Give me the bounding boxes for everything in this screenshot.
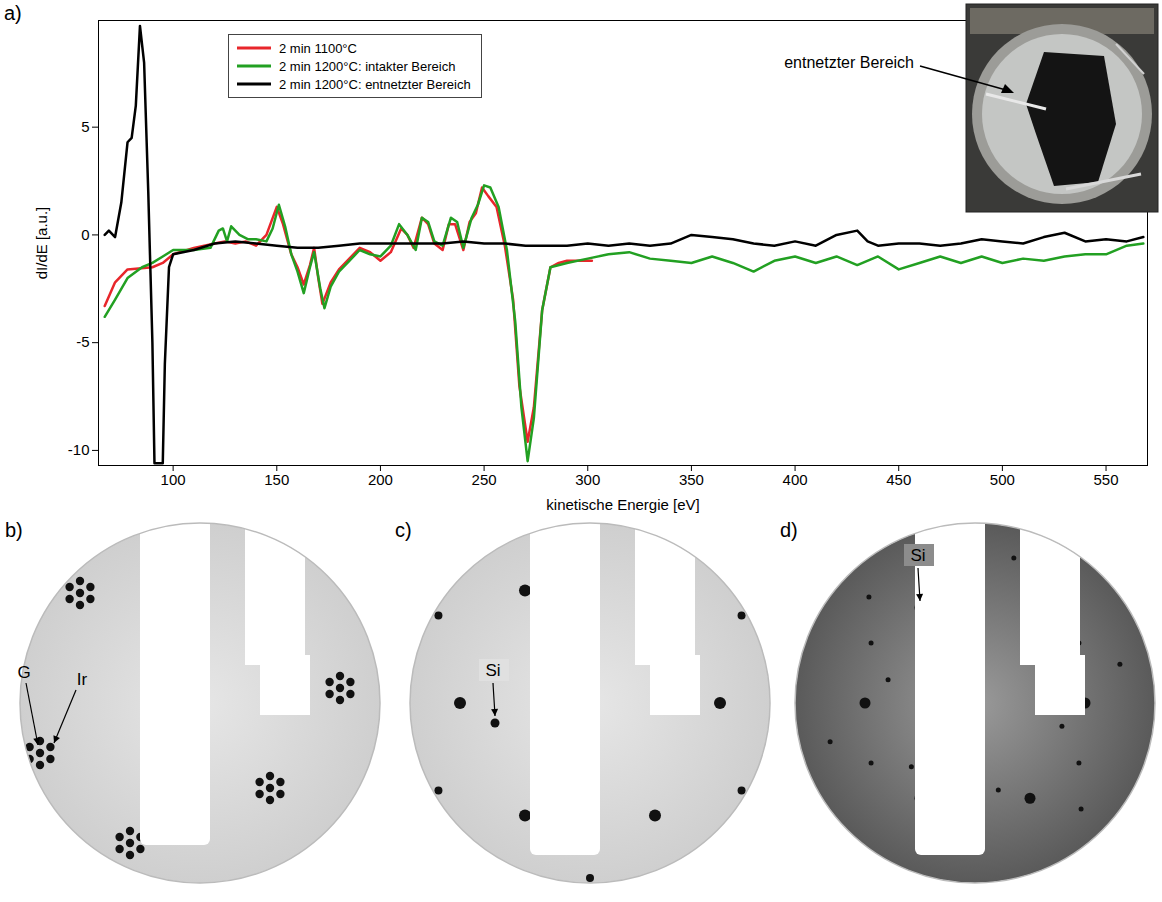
- svg-text:-10: -10: [68, 441, 90, 458]
- svg-text:5: 5: [81, 118, 89, 135]
- svg-text:100: 100: [161, 471, 186, 488]
- svg-text:kinetische Energie [eV]: kinetische Energie [eV]: [546, 496, 699, 513]
- svg-text:-5: -5: [76, 333, 89, 350]
- html-text:a): a): [4, 2, 22, 24]
- svg-text:Ir: Ir: [77, 670, 88, 689]
- svg-text:550: 550: [1094, 471, 1119, 488]
- svg-text:300: 300: [575, 471, 600, 488]
- svg-text:200: 200: [368, 471, 393, 488]
- svg-text:Si: Si: [485, 661, 500, 680]
- svg-text:150: 150: [264, 471, 289, 488]
- svg-text:450: 450: [886, 471, 911, 488]
- svg-text:d): d): [780, 519, 798, 541]
- html-text:2 min 1200°C: intakter Bereich: 2 min 1200°C: intakter Bereich: [279, 58, 456, 74]
- svg-text:G: G: [17, 663, 30, 682]
- svg-text:dI/dE [a.u.]: dI/dE [a.u.]: [33, 207, 50, 280]
- svg-text:350: 350: [679, 471, 704, 488]
- svg-text:entnetzter Bereich: entnetzter Bereich: [784, 54, 914, 71]
- svg-text:Si: Si: [910, 546, 925, 565]
- svg-text:0: 0: [81, 226, 89, 243]
- html-text:2 min 1200°C: entnetzter Berei: 2 min 1200°C: entnetzter Bereich: [279, 76, 471, 92]
- svg-text:b): b): [5, 519, 23, 541]
- svg-text:400: 400: [783, 471, 808, 488]
- html-text:2 min 1100°C: 2 min 1100°C: [279, 40, 357, 56]
- svg-text:250: 250: [472, 471, 497, 488]
- svg-text:500: 500: [990, 471, 1015, 488]
- svg-text:c): c): [395, 519, 412, 541]
